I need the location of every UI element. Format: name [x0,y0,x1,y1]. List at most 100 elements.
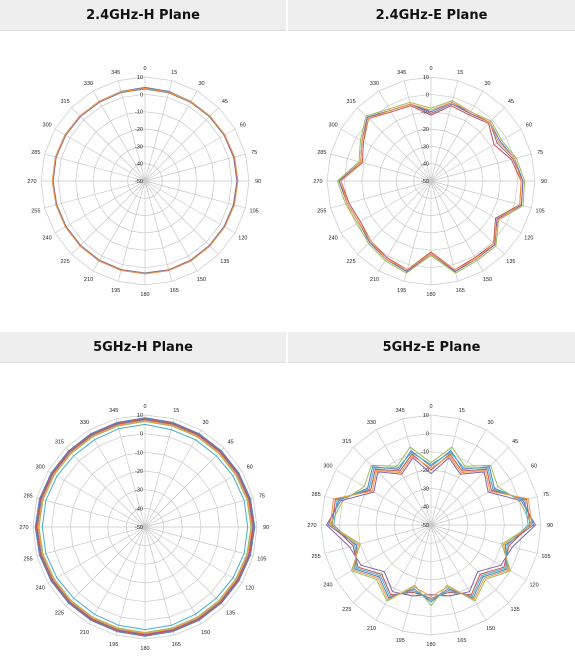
angle-tick-label: 300 [36,465,45,471]
chart-title: 2.4GHz-H Plane [0,0,286,31]
angle-tick-label: 135 [226,611,235,617]
angle-tick-label: 240 [36,586,45,592]
grid-spoke [92,90,146,182]
angle-tick-label: 315 [347,99,356,105]
chart-panel-5ghz-e: 5GHz-E Plane 10 0 -10 -20 -30 -40 -50 0 15 30 45 60… [288,332,575,662]
series-line [37,420,253,634]
angle-tick-label: 240 [43,236,52,242]
grid-spoke [47,526,146,584]
radial-tick-label: -20 [135,469,143,475]
angle-tick-label: 195 [396,638,405,644]
grid-spoke [375,429,432,526]
angle-tick-label: 345 [397,70,406,76]
grid-spoke [54,180,146,234]
polar-chart-2-4ghz-h: 100-10-20-30-40-500153045607590105120135… [27,66,261,298]
grid-spoke [144,180,246,209]
grid-spoke [117,180,146,282]
grid-spoke [115,418,146,528]
grid-spoke [144,107,219,182]
series-line [329,446,533,607]
angle-tick-label: 105 [250,208,259,214]
grid-spoke [375,524,432,621]
grid-spoke [330,153,432,182]
grid-spoke [144,128,236,182]
angle-tick-label: 225 [55,611,64,617]
radial-tick-label: -40 [135,162,143,168]
radial-tick-label: -30 [421,144,429,150]
grid-spoke [88,429,146,528]
angle-tick-label: 225 [347,259,356,265]
angle-tick-label: 300 [329,123,338,129]
angle-tick-label: 60 [531,464,537,470]
angle-tick-label: 120 [529,583,538,589]
series-line [51,87,239,275]
radial-tick-label: -40 [135,506,143,512]
radial-tick-label: -30 [135,144,143,150]
angle-tick-label: 45 [222,99,228,105]
grid-spoke [430,524,460,632]
series-line [38,421,252,633]
radial-tick-label: -10 [135,110,143,116]
radial-tick-label: -10 [135,450,143,456]
angle-tick-label: 240 [329,236,338,242]
grid-spoke [430,469,527,526]
angle-tick-label: 195 [397,288,406,294]
angle-tick-label: 180 [426,292,435,298]
grid-spoke [44,180,146,209]
angle-tick-label: 270 [307,523,316,529]
series-line [333,451,529,601]
radial-tick-label: 0 [426,92,429,98]
angle-tick-label: 285 [24,494,33,500]
grid-spoke [378,180,432,272]
radial-tick-label: 0 [426,431,429,437]
grid-spoke [117,80,146,182]
angle-tick-label: 345 [111,70,120,76]
angle-tick-label: 285 [31,150,40,156]
grid-spoke [44,153,146,182]
radial-tick-label: 10 [423,413,429,419]
grid-spoke [430,524,510,604]
series-line [327,450,535,603]
grid-spoke [144,526,202,625]
angle-tick-label: 150 [197,277,206,283]
angle-tick-label: 225 [61,259,70,265]
angle-tick-label: 315 [61,99,70,105]
angle-tick-label: 255 [317,208,326,214]
grid-spoke [144,80,173,182]
grid-spoke [430,128,522,182]
angle-tick-label: 105 [541,554,550,560]
angle-tick-label: 225 [342,607,351,613]
grid-spoke [357,107,432,182]
grid-spoke [65,526,146,607]
angle-tick-label: 0 [429,66,432,72]
grid-spoke [144,447,225,528]
radial-tick-label: 10 [137,413,143,419]
angle-tick-label: 210 [367,626,376,632]
grid-spoke [71,107,146,182]
grid-spoke [430,429,487,526]
radial-tick-label: -50 [421,523,429,529]
angle-tick-label: 30 [484,81,490,87]
series-line [331,453,531,599]
grid-spoke [402,418,432,526]
angle-tick-label: 120 [524,236,533,242]
angle-tick-label: 285 [317,150,326,156]
angle-tick-label: 30 [487,420,493,426]
radial-tick-label: -20 [421,127,429,133]
angle-tick-label: 90 [263,525,269,531]
polar-grid [326,76,536,286]
angle-tick-label: 195 [109,642,118,648]
angle-tick-label: 120 [245,586,254,592]
grid-spoke [144,153,246,182]
grid-spoke [144,470,243,528]
angle-tick-label: 90 [541,179,547,185]
angle-tick-label: 150 [486,626,495,632]
angle-tick-label: 195 [111,288,120,294]
radial-tick-label: 10 [137,75,143,81]
angle-tick-label: 270 [27,179,36,185]
angle-tick-label: 15 [457,70,463,76]
grid-spoke [430,180,522,234]
grid-spoke [144,526,254,557]
radial-tick-label: -30 [135,488,143,494]
grid-spoke [144,90,198,182]
